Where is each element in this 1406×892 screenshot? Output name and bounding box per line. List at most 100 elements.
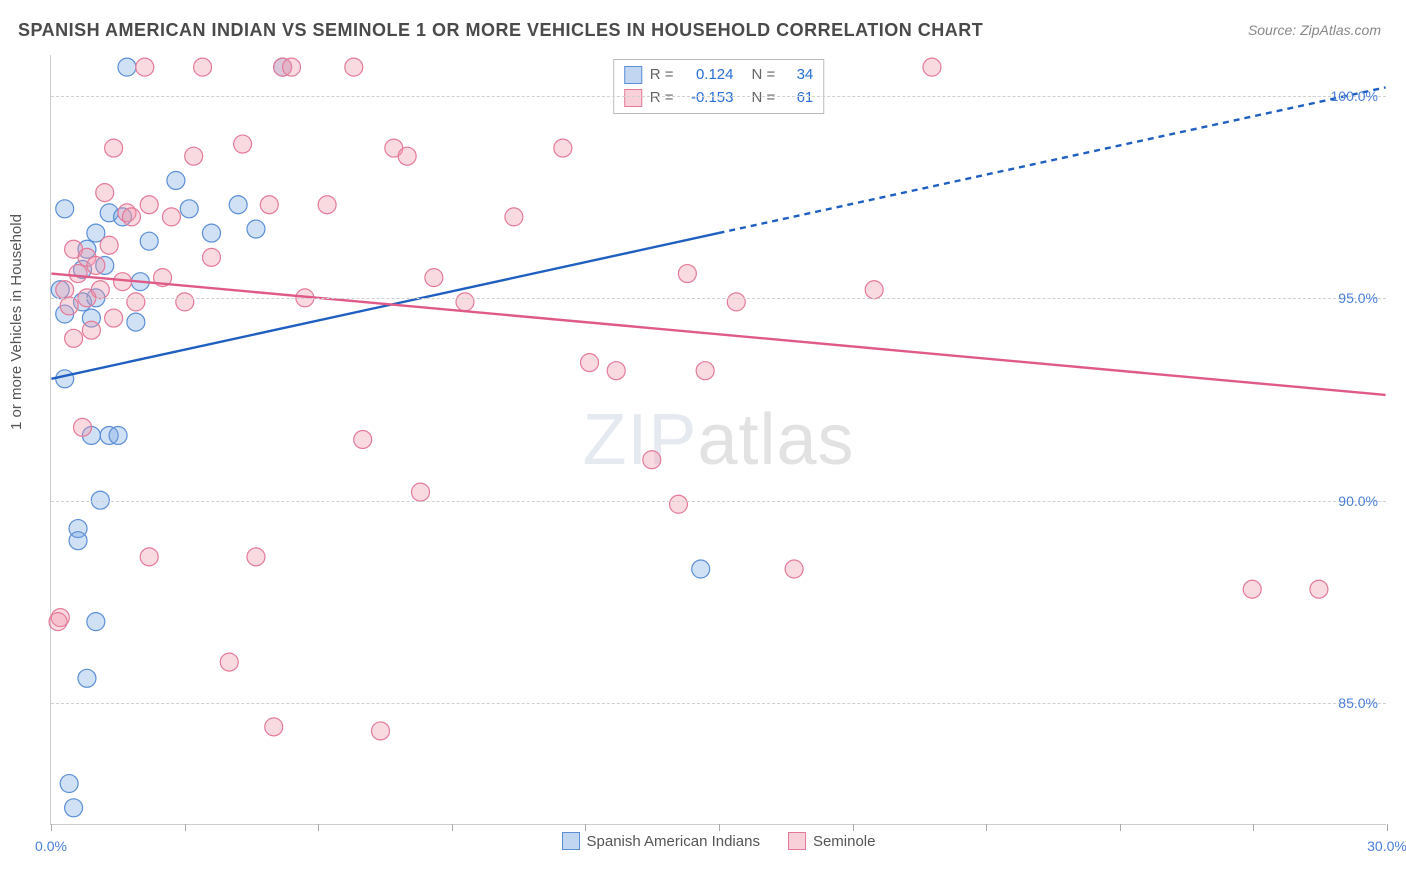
scatter-point <box>185 147 203 165</box>
n-value: 34 <box>783 64 813 87</box>
scatter-point <box>202 224 220 242</box>
scatter-point <box>505 208 523 226</box>
chart-svg <box>51 55 1386 824</box>
scatter-point <box>74 418 92 436</box>
scatter-point <box>398 147 416 165</box>
r-label: R = <box>650 64 674 87</box>
gridline-h <box>51 501 1386 502</box>
x-tick <box>452 824 453 831</box>
stat-row: R = 0.124 N = 34 <box>624 64 814 87</box>
scatter-point <box>127 313 145 331</box>
scatter-point <box>456 293 474 311</box>
scatter-point <box>100 236 118 254</box>
scatter-point <box>692 560 710 578</box>
scatter-point <box>56 370 74 388</box>
scatter-point <box>669 495 687 513</box>
n-value: 61 <box>783 87 813 110</box>
correlation-stat-box: R = 0.124 N = 34 R = -0.153 N = 61 <box>613 59 825 114</box>
scatter-point <box>140 548 158 566</box>
n-label: N = <box>752 64 776 87</box>
legend-label: Spanish American Indians <box>587 833 760 850</box>
scatter-point <box>87 256 105 274</box>
gridline-h <box>51 96 1386 97</box>
scatter-point <box>78 669 96 687</box>
scatter-point <box>140 232 158 250</box>
scatter-point <box>696 362 714 380</box>
scatter-point <box>283 58 301 76</box>
scatter-point <box>247 220 265 238</box>
r-value: 0.124 <box>682 64 734 87</box>
scatter-point <box>65 329 83 347</box>
scatter-point <box>247 548 265 566</box>
scatter-point <box>202 248 220 266</box>
y-tick-label: 85.0% <box>1338 695 1378 711</box>
scatter-point <box>82 321 100 339</box>
scatter-point <box>581 354 599 372</box>
scatter-point <box>65 799 83 817</box>
scatter-point <box>865 281 883 299</box>
scatter-point <box>122 208 140 226</box>
scatter-point <box>727 293 745 311</box>
r-label: R = <box>650 87 674 110</box>
n-label: N = <box>752 87 776 110</box>
x-tick-label: 0.0% <box>35 838 67 854</box>
scatter-point <box>371 722 389 740</box>
legend-label: Seminole <box>813 833 876 850</box>
scatter-point <box>118 58 136 76</box>
scatter-point <box>425 269 443 287</box>
scatter-plot-area: ZIPatlas R =0.124N =34R =-0.153N =61 Spa… <box>50 55 1386 825</box>
scatter-point <box>643 451 661 469</box>
scatter-point <box>162 208 180 226</box>
legend-item: Seminole <box>788 832 876 850</box>
x-tick <box>51 824 52 831</box>
scatter-point <box>127 293 145 311</box>
x-tick <box>1253 824 1254 831</box>
x-tick <box>719 824 720 831</box>
scatter-point <box>49 613 67 631</box>
x-tick <box>1120 824 1121 831</box>
trend-line <box>51 233 718 379</box>
scatter-point <box>923 58 941 76</box>
scatter-point <box>607 362 625 380</box>
scatter-point <box>60 775 78 793</box>
series-swatch <box>562 832 580 850</box>
series-swatch <box>788 832 806 850</box>
scatter-point <box>1310 580 1328 598</box>
scatter-point <box>56 200 74 218</box>
y-tick-label: 100.0% <box>1331 88 1378 104</box>
scatter-point <box>229 196 247 214</box>
gridline-h <box>51 703 1386 704</box>
scatter-point <box>678 265 696 283</box>
scatter-point <box>234 135 252 153</box>
y-axis-label: 1 or more Vehicles in Household <box>8 214 25 430</box>
scatter-point <box>412 483 430 501</box>
scatter-point <box>1243 580 1261 598</box>
scatter-point <box>91 281 109 299</box>
scatter-point <box>69 532 87 550</box>
scatter-point <box>345 58 363 76</box>
series-swatch <box>624 66 642 84</box>
x-tick <box>986 824 987 831</box>
scatter-point <box>260 196 278 214</box>
scatter-point <box>354 431 372 449</box>
scatter-point <box>87 613 105 631</box>
scatter-point <box>60 297 78 315</box>
r-value: -0.153 <box>682 87 734 110</box>
source-attribution: Source: ZipAtlas.com <box>1248 22 1381 38</box>
x-tick <box>853 824 854 831</box>
stat-row: R = -0.153 N = 61 <box>624 87 814 110</box>
scatter-point <box>194 58 212 76</box>
x-tick <box>318 824 319 831</box>
scatter-point <box>56 281 74 299</box>
scatter-point <box>220 653 238 671</box>
scatter-point <box>785 560 803 578</box>
legend-item: Spanish American Indians <box>562 832 760 850</box>
scatter-point <box>105 309 123 327</box>
scatter-point <box>180 200 198 218</box>
scatter-point <box>136 58 154 76</box>
bottom-legend: Spanish American Indians Seminole <box>562 832 876 850</box>
x-tick <box>585 824 586 831</box>
scatter-point <box>176 293 194 311</box>
scatter-point <box>167 171 185 189</box>
scatter-point <box>318 196 336 214</box>
